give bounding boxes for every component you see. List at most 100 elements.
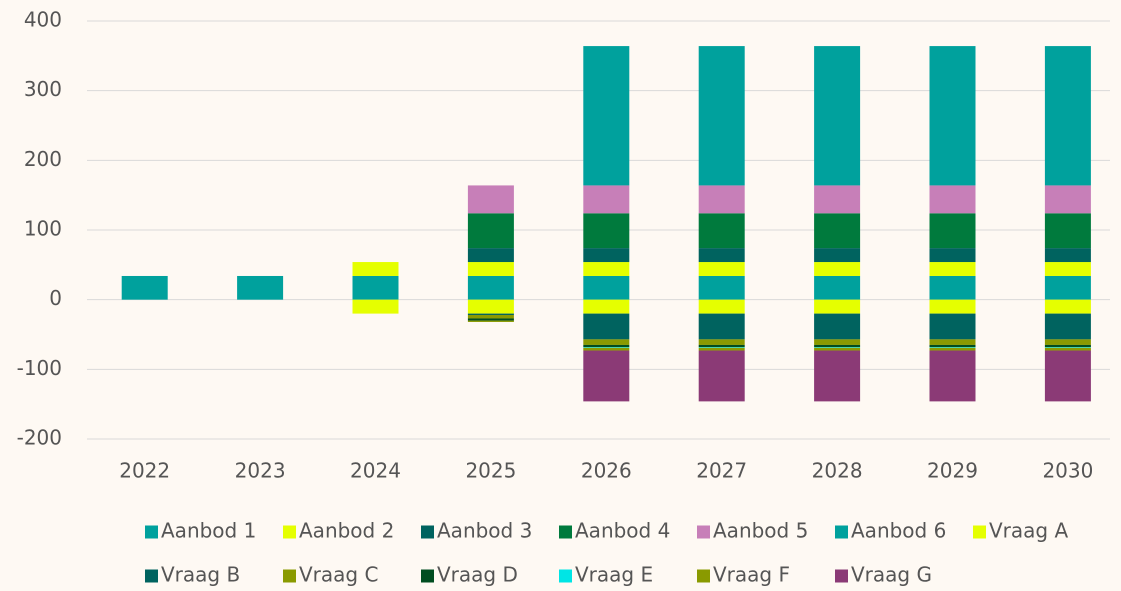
bar-segment bbox=[814, 339, 861, 345]
y-tick-label: 0 bbox=[49, 286, 62, 310]
y-tick-label: 200 bbox=[24, 147, 62, 171]
legend-label: Vraag G bbox=[851, 563, 932, 587]
bar-segment bbox=[467, 318, 514, 321]
legend-swatch bbox=[421, 525, 434, 539]
bar-segment bbox=[1044, 344, 1091, 348]
bar-segment bbox=[583, 185, 630, 214]
x-tick-label: 2028 bbox=[812, 459, 863, 483]
bar-segment bbox=[814, 185, 861, 214]
bar-segment bbox=[929, 185, 976, 214]
bar-segment bbox=[814, 299, 861, 314]
bar-segment bbox=[929, 46, 976, 186]
bar-segment bbox=[1044, 185, 1091, 214]
bar-segment bbox=[698, 46, 745, 186]
bar-segment bbox=[698, 339, 745, 345]
bar-segment bbox=[467, 262, 514, 276]
legend-label: Vraag F bbox=[713, 563, 790, 587]
legend-label: Vraag E bbox=[575, 563, 653, 587]
bar-segment bbox=[929, 262, 976, 276]
bar-segment bbox=[814, 344, 861, 348]
bar-segment bbox=[1044, 339, 1091, 345]
bar-segment bbox=[467, 313, 514, 315]
legend-swatch bbox=[283, 569, 296, 583]
bar-segment bbox=[698, 299, 745, 314]
x-tick-label: 2027 bbox=[696, 459, 747, 483]
bar-segment bbox=[467, 248, 514, 263]
bar-segment bbox=[929, 213, 976, 249]
bar-segment bbox=[698, 248, 745, 263]
bar-segment bbox=[583, 347, 630, 348]
bar-segment bbox=[1044, 213, 1091, 249]
bar-segment bbox=[583, 262, 630, 276]
legend-swatch bbox=[559, 525, 572, 539]
bar-segment bbox=[698, 313, 745, 340]
bar-segment bbox=[1044, 248, 1091, 263]
bar-segment bbox=[814, 46, 861, 186]
bar-segment bbox=[583, 299, 630, 314]
bar-segment bbox=[467, 314, 514, 319]
bar-segment bbox=[698, 347, 745, 348]
bar-segment bbox=[814, 262, 861, 276]
y-tick-label: 300 bbox=[24, 77, 62, 101]
bar-segment bbox=[1044, 313, 1091, 340]
bar-segment bbox=[1044, 347, 1091, 351]
bar-segment bbox=[467, 320, 514, 322]
bar-segment bbox=[814, 275, 861, 300]
bar-segment bbox=[583, 275, 630, 300]
x-tick-label: 2026 bbox=[581, 459, 632, 483]
bar-segment bbox=[583, 213, 630, 249]
bar-segment bbox=[814, 350, 861, 402]
bar-segment bbox=[929, 350, 976, 402]
legend-swatch bbox=[697, 525, 710, 539]
legend-label: Aanbod 4 bbox=[575, 519, 670, 543]
bar-segment bbox=[237, 275, 284, 300]
bar-segment bbox=[929, 344, 976, 348]
bar-segment bbox=[467, 185, 514, 214]
x-tick-label: 2029 bbox=[927, 459, 978, 483]
bar-segment bbox=[352, 275, 399, 300]
bar-segment bbox=[1044, 299, 1091, 314]
legend-swatch bbox=[697, 569, 710, 583]
bar-segment bbox=[698, 275, 745, 300]
legend-label: Vraag C bbox=[299, 563, 378, 587]
bar-segment bbox=[698, 262, 745, 276]
x-tick-label: 2024 bbox=[350, 459, 401, 483]
legend-swatch bbox=[559, 569, 572, 583]
bar-segment bbox=[1044, 350, 1091, 402]
bar-segment bbox=[1044, 275, 1091, 300]
bar-segment bbox=[583, 46, 630, 186]
bar-segment bbox=[467, 275, 514, 300]
bar-segment bbox=[814, 213, 861, 249]
y-tick-label: 400 bbox=[24, 8, 62, 32]
x-tick-label: 2030 bbox=[1042, 459, 1093, 483]
bar-segment bbox=[929, 347, 976, 348]
legend-label: Aanbod 5 bbox=[713, 519, 808, 543]
bar-segment bbox=[698, 347, 745, 351]
bar-segment bbox=[929, 313, 976, 340]
bar-segment bbox=[698, 344, 745, 348]
bar-segment bbox=[698, 213, 745, 249]
legend-swatch bbox=[973, 525, 986, 539]
bar-segment bbox=[467, 213, 514, 249]
legend-swatch bbox=[835, 569, 848, 583]
bar-segment bbox=[467, 299, 514, 314]
bar-segment bbox=[698, 350, 745, 402]
x-tick-label: 2025 bbox=[465, 459, 516, 483]
legend-swatch bbox=[835, 525, 848, 539]
bar-segment bbox=[1044, 262, 1091, 276]
legend-swatch bbox=[145, 569, 158, 583]
bar-segment bbox=[352, 299, 399, 314]
bar-segment bbox=[814, 347, 861, 348]
bar-segment bbox=[929, 299, 976, 314]
y-tick-label: -200 bbox=[17, 426, 62, 450]
y-tick-label: -100 bbox=[17, 356, 62, 380]
bar-segment bbox=[583, 313, 630, 340]
x-tick-label: 2023 bbox=[235, 459, 286, 483]
y-tick-label: 100 bbox=[24, 217, 62, 241]
bar-segment bbox=[583, 350, 630, 402]
bar-segment bbox=[929, 347, 976, 351]
bar-segment bbox=[1044, 347, 1091, 348]
x-tick-label: 2022 bbox=[119, 459, 170, 483]
legend-label: Aanbod 1 bbox=[161, 519, 256, 543]
